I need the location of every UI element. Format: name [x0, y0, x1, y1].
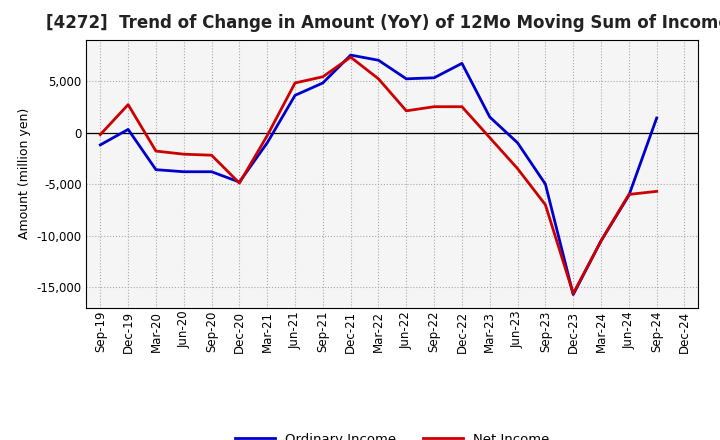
Net Income: [124, 102, 132, 107]
Net Income: [652, 189, 661, 194]
Ordinary Income: [235, 180, 243, 185]
Ordinary Income: [458, 61, 467, 66]
Ordinary Income: [597, 238, 606, 244]
Net Income: [513, 166, 522, 171]
Ordinary Income: [402, 76, 410, 81]
Y-axis label: Amount (million yen): Amount (million yen): [18, 108, 31, 239]
Ordinary Income: [513, 140, 522, 146]
Net Income: [458, 104, 467, 109]
Net Income: [207, 153, 216, 158]
Title: [4272]  Trend of Change in Amount (YoY) of 12Mo Moving Sum of Incomes: [4272] Trend of Change in Amount (YoY) o…: [45, 15, 720, 33]
Ordinary Income: [624, 193, 633, 198]
Net Income: [291, 81, 300, 86]
Net Income: [597, 238, 606, 244]
Net Income: [152, 148, 161, 154]
Ordinary Income: [96, 142, 104, 147]
Ordinary Income: [485, 114, 494, 120]
Ordinary Income: [179, 169, 188, 174]
Ordinary Income: [374, 58, 383, 63]
Net Income: [624, 192, 633, 197]
Ordinary Income: [541, 181, 550, 187]
Ordinary Income: [263, 140, 271, 146]
Net Income: [430, 104, 438, 109]
Net Income: [569, 291, 577, 296]
Net Income: [263, 133, 271, 138]
Legend: Ordinary Income, Net Income: Ordinary Income, Net Income: [230, 427, 555, 440]
Line: Net Income: Net Income: [100, 57, 657, 293]
Ordinary Income: [124, 127, 132, 132]
Line: Ordinary Income: Ordinary Income: [100, 55, 657, 295]
Ordinary Income: [569, 292, 577, 297]
Ordinary Income: [318, 81, 327, 86]
Net Income: [96, 132, 104, 137]
Ordinary Income: [207, 169, 216, 174]
Net Income: [485, 135, 494, 140]
Net Income: [179, 151, 188, 157]
Net Income: [402, 108, 410, 114]
Ordinary Income: [430, 75, 438, 81]
Net Income: [541, 202, 550, 207]
Net Income: [318, 74, 327, 79]
Ordinary Income: [152, 167, 161, 172]
Net Income: [346, 55, 355, 60]
Ordinary Income: [652, 115, 661, 121]
Ordinary Income: [346, 52, 355, 58]
Net Income: [235, 180, 243, 186]
Ordinary Income: [291, 93, 300, 98]
Net Income: [374, 76, 383, 81]
